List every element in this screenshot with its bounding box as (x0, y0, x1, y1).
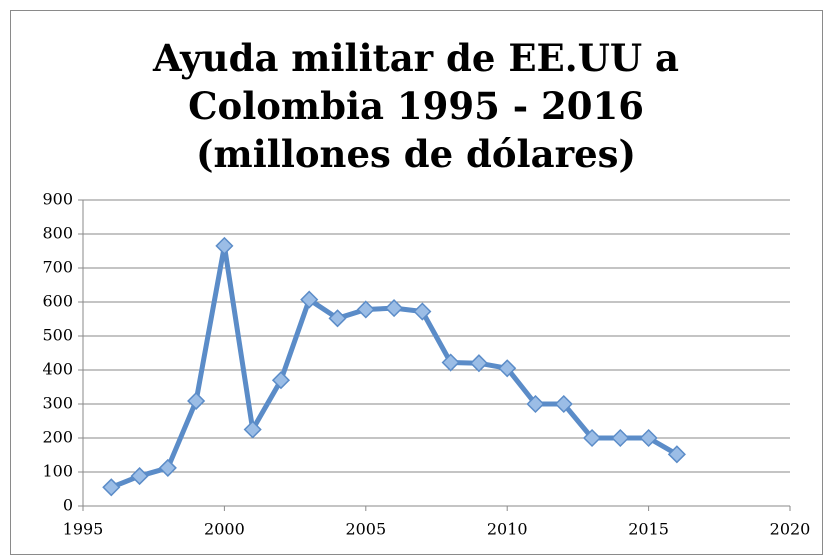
y-tick-label: 0 (63, 496, 73, 515)
data-point (215, 236, 234, 255)
data-point (187, 391, 206, 411)
x-tick-label: 2005 (345, 520, 386, 539)
data-point (582, 428, 602, 448)
x-tick-label: 2020 (770, 520, 811, 539)
y-tick-label: 200 (42, 428, 73, 447)
data-point (441, 353, 460, 372)
data-point (130, 467, 149, 486)
data-point (385, 299, 404, 318)
chart-title: Ayuda militar de EE.UU a Colombia 1995 -… (152, 36, 680, 176)
y-tick-label: 400 (42, 360, 73, 379)
data-point (413, 302, 432, 321)
data-point (300, 290, 319, 309)
y-tick-label: 600 (42, 292, 73, 311)
data-point (611, 428, 630, 448)
data-point (328, 309, 347, 328)
data-point (271, 371, 291, 390)
y-tick-label: 800 (42, 224, 73, 243)
data-point (356, 300, 375, 319)
data-point (639, 428, 658, 448)
y-tick-label: 500 (42, 326, 73, 345)
x-tick-label: 2010 (487, 520, 528, 539)
y-tick-label: 700 (42, 258, 73, 277)
data-point (498, 359, 517, 378)
y-tick-label: 300 (42, 394, 73, 413)
data-line (110, 243, 679, 490)
data-point (526, 394, 545, 414)
x-tick-label: 2000 (204, 520, 245, 539)
data-point (243, 420, 262, 439)
data-point (102, 478, 121, 497)
y-tick-label: 900 (42, 190, 73, 209)
x-tick-label: 1995 (63, 520, 104, 539)
data-point (667, 445, 686, 464)
data-point (469, 354, 488, 373)
data-point (158, 458, 177, 477)
x-tick-label: 2015 (628, 520, 669, 539)
y-tick-label: 100 (42, 462, 73, 481)
data-point (554, 394, 573, 414)
